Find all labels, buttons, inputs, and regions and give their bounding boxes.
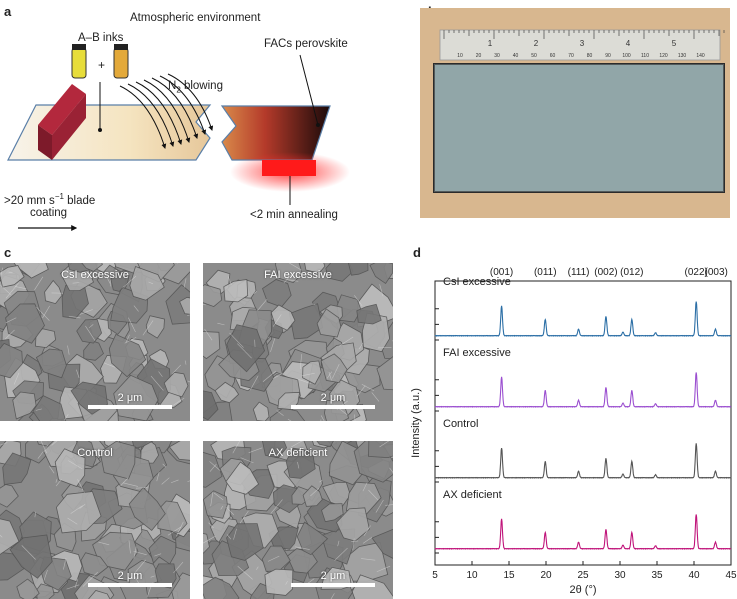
panel-a-label: a <box>4 4 12 19</box>
hot-plate-icon <box>262 160 316 176</box>
x-tick-label: 45 <box>725 570 737 581</box>
peak-label: (003) <box>705 267 728 278</box>
sem-image-csi: CsI excessive 2 μm <box>0 263 190 421</box>
ruler-mm-mark: 100 <box>622 53 631 59</box>
sem-label: Control <box>77 447 113 459</box>
ruler-icon <box>439 29 721 61</box>
ruler-mark: 4 <box>626 39 631 48</box>
ruler-mm-mark: 20 <box>476 53 482 59</box>
ruler-mark: 1 <box>488 39 493 48</box>
panel-c-label: c <box>4 245 12 260</box>
blade-icon <box>38 84 86 160</box>
series-label: CsI excessive <box>443 276 511 288</box>
x-tick-label: 5 <box>432 570 438 581</box>
x-tick-label: 40 <box>688 570 700 581</box>
ruler-mark: 5 <box>672 39 677 48</box>
sample-photo: 1 2 3 4 5 10 20 30 40 50 60 70 80 90 100 110 120 130 140 <box>420 8 730 218</box>
x-tick-label: 10 <box>466 570 478 581</box>
sem-label: FAI excessive <box>264 269 332 281</box>
ruler-mm-mark: 90 <box>605 53 611 59</box>
inks-label: A–B inks <box>78 32 124 44</box>
n2-blowing-label: N2 blowing <box>168 80 223 95</box>
ruler-mm-mark: 10 <box>457 53 463 59</box>
series-label: Control <box>443 418 478 430</box>
ruler-mm-mark: 30 <box>494 53 500 59</box>
sem-image-ax: AX deficient 2 μm <box>203 441 393 599</box>
xrd-series-line <box>434 514 732 550</box>
series-label: FAI excessive <box>443 347 511 359</box>
x-axis-label: 2θ (°) <box>569 584 596 596</box>
xrd-series-line <box>434 372 732 408</box>
sem-image-control: Control 2 μm <box>0 441 190 599</box>
blade-coating-diagram <box>7 44 350 231</box>
scale-bar: 2 μm <box>291 570 375 587</box>
ruler-mm-mark: 60 <box>550 53 556 59</box>
coating-label: coating <box>30 207 68 219</box>
sem-image-fai: FAI excessive 2 μm <box>203 263 393 421</box>
sem-label: AX deficient <box>268 447 328 459</box>
ruler-mm-mark: 40 <box>513 53 519 59</box>
ruler-mm-mark: 80 <box>587 53 593 59</box>
ruler-mm-mark: 110 <box>641 53 649 59</box>
anneal-label: <2 min annealing <box>250 209 338 221</box>
speed-label: >20 mm s−1 blade <box>4 192 96 207</box>
ruler-mm-mark: 140 <box>696 53 705 59</box>
x-tick-label: 35 <box>651 570 663 581</box>
ruler-mark: 2 <box>534 39 539 48</box>
atmosphere-title: Atmospheric environment <box>130 12 261 24</box>
peak-label: (012) <box>620 267 643 278</box>
xrd-chart: 5 10 15 20 25 30 35 40 45 2θ (°) Intensity (a.u.) (… <box>410 267 737 596</box>
ruler-mm-mark: 50 <box>531 53 537 59</box>
ink-vial-a-icon <box>71 44 87 79</box>
product-label: FACs perovskite <box>264 38 348 50</box>
ink-vial-b-icon <box>113 44 129 79</box>
y-axis-label: Intensity (a.u.) <box>410 388 422 458</box>
peak-label: (002) <box>594 267 617 278</box>
peak-label: (111) <box>568 267 590 278</box>
xrd-series-line <box>434 443 732 479</box>
ruler-mm-mark: 70 <box>568 53 574 59</box>
sem-label: CsI excessive <box>61 269 129 281</box>
ruler-mark: 3 <box>580 39 585 48</box>
scale-bar: 2 μm <box>88 570 172 587</box>
peak-label: (022) <box>685 267 708 278</box>
series-label: AX deficient <box>443 489 502 501</box>
plus-sign: + <box>98 58 106 72</box>
scale-bar: 2 μm <box>88 392 172 409</box>
x-tick-label: 30 <box>614 570 626 581</box>
panel-a: a Atmospheric environment A–B inks + N2 … <box>0 0 420 240</box>
n2-flow-arrows <box>119 73 214 149</box>
product-pointer <box>299 54 319 126</box>
x-tick-label: 20 <box>540 570 552 581</box>
xrd-series-line <box>434 301 732 337</box>
peak-label: (001) <box>490 267 513 278</box>
scale-bar: 2 μm <box>291 392 375 409</box>
panel-d-label: d <box>413 245 421 260</box>
ruler-mm-mark: 120 <box>659 53 668 59</box>
ruler-mm-mark: 130 <box>678 53 687 59</box>
substrate-right <box>220 105 331 161</box>
x-tick-label: 25 <box>577 570 589 581</box>
panel-d: d 5 10 15 20 25 30 35 40 45 2θ (°) Intensity (a.u.… <box>405 245 737 599</box>
x-tick-label: 15 <box>503 570 515 581</box>
plot-frame <box>434 280 732 566</box>
peak-label: (011) <box>534 267 557 278</box>
panel-c: c CsI excessive 2 μm FAI excessive 2 μm … <box>0 245 405 599</box>
perovskite-film <box>433 63 725 193</box>
